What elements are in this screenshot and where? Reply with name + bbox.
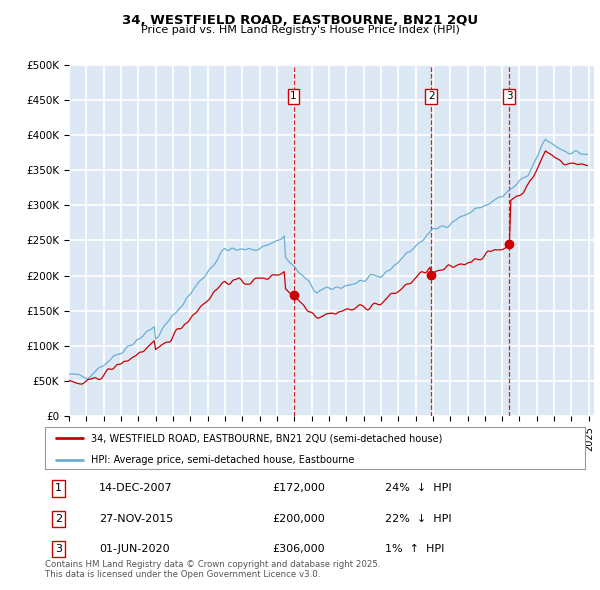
Text: 2: 2 [55,514,62,524]
Text: 1: 1 [290,91,297,101]
Text: Price paid vs. HM Land Registry's House Price Index (HPI): Price paid vs. HM Land Registry's House … [140,25,460,35]
Text: 3: 3 [506,91,513,101]
Text: 22%  ↓  HPI: 22% ↓ HPI [385,514,452,524]
Text: £306,000: £306,000 [272,544,325,554]
Text: 1: 1 [55,483,62,493]
Text: £200,000: £200,000 [272,514,325,524]
Text: 34, WESTFIELD ROAD, EASTBOURNE, BN21 2QU (semi-detached house): 34, WESTFIELD ROAD, EASTBOURNE, BN21 2QU… [91,433,442,443]
Text: 01-JUN-2020: 01-JUN-2020 [99,544,170,554]
Text: 24%  ↓  HPI: 24% ↓ HPI [385,483,452,493]
Text: 14-DEC-2007: 14-DEC-2007 [99,483,173,493]
Text: HPI: Average price, semi-detached house, Eastbourne: HPI: Average price, semi-detached house,… [91,455,354,465]
Text: 2: 2 [428,91,434,101]
Text: 27-NOV-2015: 27-NOV-2015 [99,514,173,524]
Text: £172,000: £172,000 [272,483,325,493]
Text: 3: 3 [55,544,62,554]
Text: 1%  ↑  HPI: 1% ↑ HPI [385,544,445,554]
Text: 34, WESTFIELD ROAD, EASTBOURNE, BN21 2QU: 34, WESTFIELD ROAD, EASTBOURNE, BN21 2QU [122,14,478,27]
Text: Contains HM Land Registry data © Crown copyright and database right 2025.
This d: Contains HM Land Registry data © Crown c… [45,560,380,579]
